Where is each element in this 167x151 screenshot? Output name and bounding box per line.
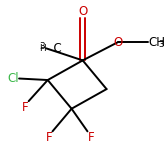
Text: F: F xyxy=(88,131,94,144)
Text: 3: 3 xyxy=(158,40,164,49)
Text: H: H xyxy=(40,44,46,53)
Text: O: O xyxy=(78,5,87,18)
Text: 3: 3 xyxy=(40,42,45,51)
Text: O: O xyxy=(113,36,122,49)
Text: CH: CH xyxy=(148,36,165,49)
Text: C: C xyxy=(46,42,62,55)
Text: Cl: Cl xyxy=(8,72,19,85)
Text: F: F xyxy=(46,131,52,144)
Text: F: F xyxy=(22,101,29,114)
